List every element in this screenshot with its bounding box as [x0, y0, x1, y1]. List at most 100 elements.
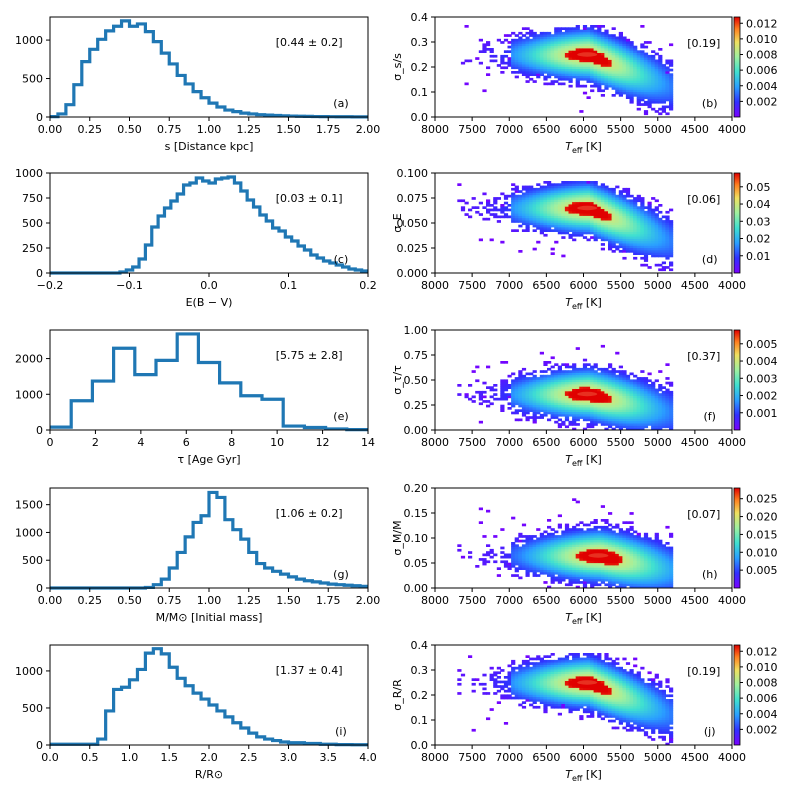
heatmap-cell — [564, 181, 570, 184]
heatmap-cell — [651, 98, 656, 102]
heatmap-cell — [611, 562, 616, 566]
heatmap-cell — [604, 52, 609, 56]
heatmap-cell — [600, 197, 605, 200]
heatmap-cell — [647, 379, 652, 383]
heatmap-cell — [536, 66, 541, 70]
heatmap-cell — [661, 569, 666, 573]
heatmap-cell — [593, 183, 598, 186]
heatmap-cell — [572, 59, 577, 63]
heatmap-cell — [529, 407, 534, 410]
heatmap-cell — [518, 197, 523, 200]
heatmap-cell — [561, 682, 566, 686]
heatmap-cell — [604, 562, 609, 566]
heatmap-cell — [561, 701, 566, 704]
heatmap-cell — [640, 539, 645, 543]
heatmap-cell — [550, 682, 555, 686]
heatmap-cell — [521, 395, 527, 399]
heatmap-cell — [658, 77, 663, 81]
heatmap-cell — [600, 548, 605, 552]
heatmap-cell — [550, 190, 555, 193]
heatmap-cell — [493, 685, 498, 688]
heatmap-cell — [554, 576, 559, 580]
heatmap-cell — [643, 263, 649, 267]
heatmap-cell — [568, 390, 573, 394]
heatmap-cell — [554, 705, 559, 709]
heatmap-cell — [643, 213, 649, 216]
heatmap-cell — [582, 381, 588, 385]
heatmap-cell — [625, 402, 631, 406]
heatmap-cell — [608, 80, 613, 83]
heatmap-cell — [658, 370, 663, 373]
heatmap-cell — [611, 423, 616, 426]
heatmap-cell — [550, 701, 555, 704]
heatmap-cell — [658, 231, 663, 235]
heatmap-cell — [669, 532, 674, 536]
heatmap-cell — [557, 402, 562, 406]
heatmap-cell — [618, 59, 623, 63]
heatmap-cell — [482, 687, 487, 691]
heatmap-cell — [579, 227, 584, 230]
heatmap-cell — [600, 187, 605, 191]
heatmap-cell — [586, 64, 591, 67]
heatmap-cell — [611, 94, 616, 97]
heatmap-cell — [536, 558, 541, 561]
heatmap-cell — [615, 397, 620, 401]
heatmap-cell — [608, 363, 613, 366]
heatmap-cell — [643, 535, 649, 538]
heatmap-cell — [564, 397, 570, 401]
heatmap-cell — [629, 238, 634, 242]
heatmap-cell — [525, 199, 530, 203]
heatmap-cell — [593, 569, 598, 573]
heatmap-cell — [536, 68, 541, 72]
heatmap-cell — [647, 84, 652, 88]
heatmap-cell — [658, 233, 663, 237]
heatmap-cell — [647, 581, 652, 584]
heatmap-cell — [503, 381, 509, 385]
heatmap-cell — [643, 583, 649, 587]
heatmap-cell — [486, 386, 491, 389]
heatmap-cell — [514, 187, 519, 191]
heatmap-cell — [625, 201, 631, 205]
heatmap-cell — [521, 673, 527, 677]
heatmap-cell — [543, 59, 548, 63]
x-tick-label: 7500 — [458, 279, 486, 292]
heatmap-cell — [514, 676, 519, 679]
heatmap-cell — [636, 578, 641, 582]
y-tick-label: 0.10 — [404, 532, 429, 545]
heatmap-cell — [582, 71, 588, 74]
heatmap-cell — [615, 227, 620, 230]
heatmap-cell — [669, 96, 674, 99]
heatmap-cell — [586, 542, 591, 545]
heatmap-cell — [547, 386, 552, 389]
heatmap-cell — [568, 34, 573, 37]
heatmap-cell — [518, 224, 523, 228]
heatmap-cell — [611, 233, 616, 237]
heatmap-cell — [643, 220, 649, 223]
heatmap-cell — [629, 402, 634, 406]
heatmap-cell — [561, 574, 566, 577]
heatmap-cell — [647, 574, 652, 577]
heatmap-cell — [600, 519, 605, 522]
heatmap-cell — [640, 567, 645, 570]
heatmap-cell — [496, 680, 501, 684]
heatmap-cell — [640, 233, 645, 237]
heatmap-cell — [514, 680, 519, 684]
heatmap-cell — [625, 91, 631, 95]
y-tick-label: 500 — [22, 217, 43, 230]
heatmap-cell — [640, 98, 645, 102]
heatmap-cell — [608, 45, 613, 49]
heatmap-cell — [608, 201, 613, 205]
heatmap-cell — [532, 701, 537, 704]
heatmap-cell — [532, 204, 537, 207]
heatmap-cell — [536, 669, 541, 672]
heatmap-cell — [561, 363, 566, 366]
heatmap-cell — [665, 77, 670, 81]
heatmap-cell — [629, 400, 634, 403]
heatmap-cell — [643, 73, 649, 76]
heatmap-cell — [582, 215, 588, 219]
heatmap-cell — [669, 224, 674, 228]
heatmap-cell — [554, 68, 559, 72]
heatmap-cell — [665, 546, 670, 550]
heatmap-cell — [568, 41, 573, 44]
heatmap-cell — [590, 532, 595, 536]
